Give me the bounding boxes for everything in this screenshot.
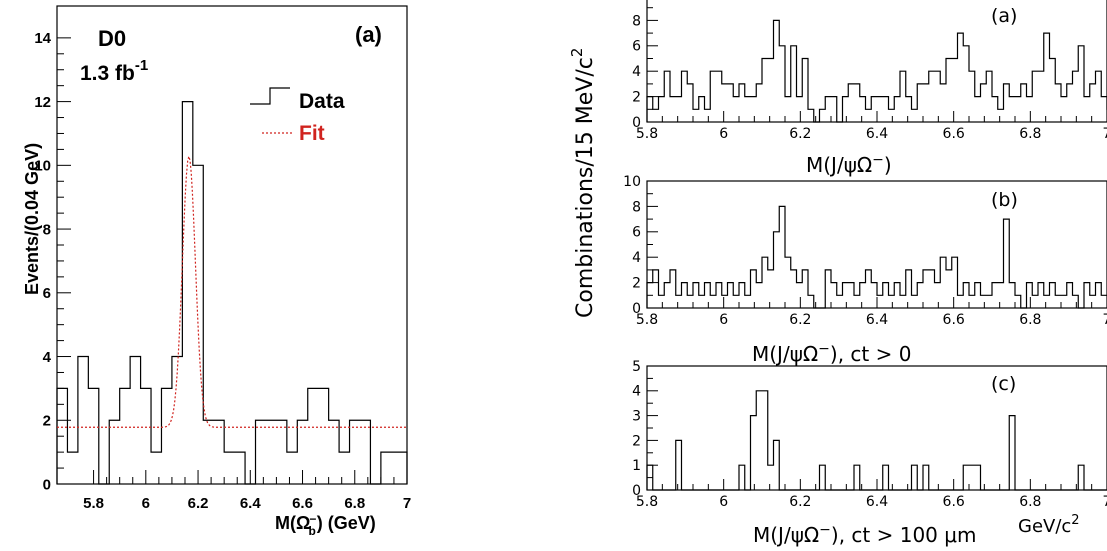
y-tick-label: 6	[632, 39, 641, 55]
y-tick-label: 10	[623, 0, 641, 4]
left-experiment-label: D0	[98, 26, 126, 51]
legend-data-symbol	[250, 88, 290, 104]
y-tick-label: 2	[632, 433, 641, 449]
y-tick-label: 2	[632, 90, 641, 106]
x-tick-label: 7	[1103, 312, 1107, 328]
x-tick-label: 6.8	[1019, 312, 1041, 328]
y-tick-label: 0	[43, 476, 51, 493]
x-tick-label: 6.4	[866, 494, 888, 510]
y-tick-label: 4	[632, 384, 641, 400]
panel-1-x-ticks: 5.8 6 6.2 6.4 6.6 6.8 7	[636, 111, 1107, 142]
x-tick-label: 7	[403, 495, 411, 512]
legend-data-label: Data	[299, 90, 345, 113]
panel-1-label: (a)	[991, 5, 1017, 27]
y-tick-label: 8	[632, 199, 641, 215]
left-x-axis-label: M(Ω− b) (GeV)	[275, 512, 376, 538]
panel-1-histogram	[647, 20, 1107, 122]
y-tick-label: 1	[632, 458, 641, 474]
x-tick-label: 5.8	[636, 494, 658, 510]
y-tick-label: 14	[34, 30, 51, 47]
x-tick-label: 6.8	[1019, 126, 1041, 142]
right-y-axis-label: Combinations/15 MeV/c2	[568, 48, 598, 318]
panel-2-label: (b)	[991, 189, 1018, 211]
y-tick-label: 4	[632, 250, 641, 266]
x-tick-label: 6.2	[188, 495, 209, 512]
left-luminosity-label: 1.3 fb-1	[80, 57, 148, 85]
panel-2-histogram	[647, 206, 1107, 308]
y-tick-label: 6	[43, 285, 51, 302]
y-tick-label: 4	[43, 349, 52, 366]
panel-3-x-unit: GeV/c2	[1018, 513, 1080, 537]
y-tick-label: 5	[632, 359, 641, 375]
panel-3-label: (c)	[991, 373, 1016, 395]
x-tick-label: 6.2	[789, 312, 811, 328]
left-y-axis-label: Events/(0.04 GeV)	[22, 143, 42, 295]
panel-3-histogram	[647, 391, 1107, 490]
x-tick-label: 6.4	[240, 495, 262, 512]
y-tick-label: 8	[632, 13, 641, 29]
y-tick-label: 10	[623, 174, 641, 190]
left-data-histogram	[57, 102, 407, 484]
x-tick-label: 6.6	[943, 126, 965, 142]
left-fit-curve	[57, 156, 407, 427]
panel-3-frame	[647, 366, 1107, 490]
x-tick-label: 6.4	[866, 126, 888, 142]
left-legend: Data Fit	[250, 88, 345, 145]
panel-2-x-ticks: 5.8 6 6.2 6.4 6.6 6.8 7	[636, 297, 1107, 328]
y-tick-label: 2	[43, 413, 51, 430]
y-tick-label: 2	[632, 276, 641, 292]
x-tick-label: 6.4	[866, 312, 888, 328]
x-tick-label: 6	[719, 494, 728, 510]
x-tick-label: 6.2	[789, 494, 811, 510]
left-panel-label: (a)	[355, 22, 382, 47]
x-tick-label: 6.6	[943, 494, 965, 510]
x-tick-label: 5.8	[636, 126, 658, 142]
panel-2-x-axis-label: M(J/ψΩ−), ct > 0	[752, 341, 911, 366]
legend-fit-label: Fit	[299, 122, 325, 145]
x-tick-label: 7	[1103, 494, 1107, 510]
x-tick-label: 6	[719, 312, 728, 328]
x-tick-label: 6	[719, 126, 728, 142]
x-tick-label: 6.6	[943, 312, 965, 328]
x-tick-label: 7	[1103, 126, 1107, 142]
y-tick-label: 3	[632, 409, 641, 425]
x-tick-label: 6.2	[789, 126, 811, 142]
panel-3-x-axis-label: M(J/ψΩ−), ct > 100 μm	[753, 522, 976, 547]
y-tick-label: 6	[632, 225, 641, 241]
x-tick-label: 6.8	[344, 495, 365, 512]
panel-1-frame	[647, 0, 1107, 122]
y-tick-label: 4	[632, 64, 641, 80]
x-tick-label: 6.8	[1019, 494, 1041, 510]
panel-1-x-axis-label: M(J/ψΩ−)	[806, 152, 892, 177]
y-tick-label: 8	[43, 221, 51, 238]
x-tick-label: 6.6	[292, 495, 313, 512]
left-x-ticks: 5.8 6 6.2 6.4 6.6 6.8 7	[83, 470, 411, 512]
panel-3-x-ticks: 5.8 6 6.2 6.4 6.6 6.8 7	[636, 479, 1107, 510]
x-tick-label: 5.8	[636, 312, 658, 328]
x-tick-label: 6	[142, 495, 150, 512]
x-tick-label: 5.8	[83, 495, 104, 512]
y-tick-label: 12	[34, 94, 51, 111]
